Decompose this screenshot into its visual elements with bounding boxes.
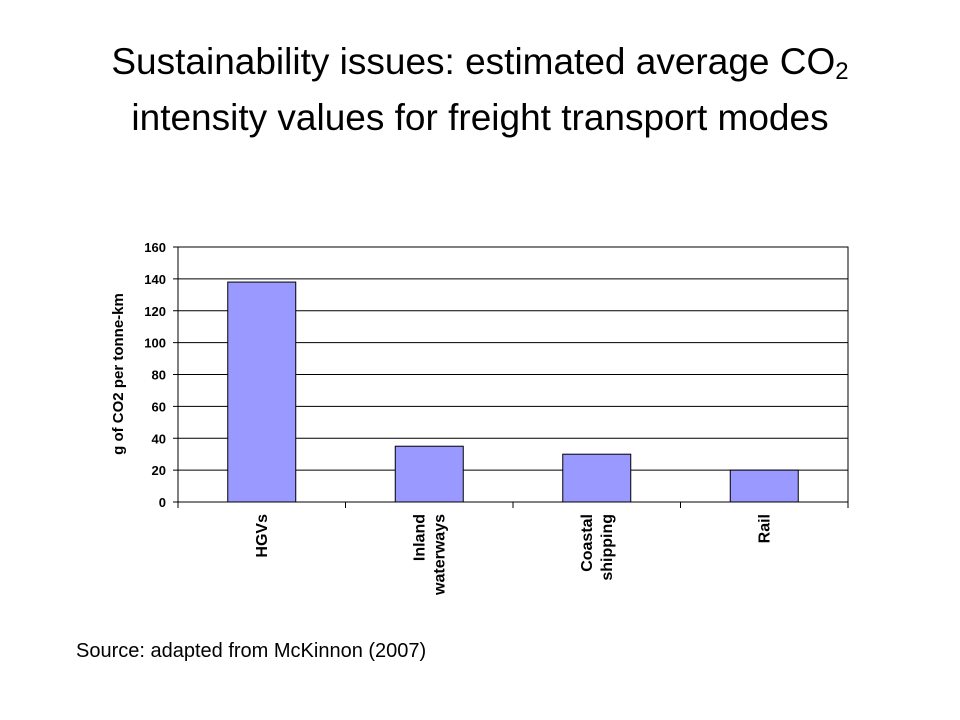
y-tick-label: 0 bbox=[159, 495, 166, 510]
y-tick-label: 40 bbox=[152, 431, 166, 446]
title-subscript: 2 bbox=[835, 58, 849, 85]
x-tick-label: HGVs bbox=[254, 514, 271, 558]
bars bbox=[227, 281, 799, 503]
y-tick-label: 120 bbox=[144, 304, 166, 319]
source-note: Source: adapted from McKinnon (2007) bbox=[76, 640, 427, 662]
bar bbox=[562, 453, 632, 503]
y-tick-label: 20 bbox=[152, 463, 166, 478]
y-tick-label: 100 bbox=[144, 336, 166, 351]
y-tick-label: 80 bbox=[152, 368, 166, 383]
x-tick-label: waterways bbox=[431, 514, 448, 596]
bar bbox=[227, 281, 297, 503]
x-axis: HGVs Inland waterways Coastal shipping Rail bbox=[177, 502, 849, 596]
y-axis-label: g of CO2 per tonne-km bbox=[110, 293, 127, 455]
x-tick-label: shipping bbox=[599, 514, 616, 581]
y-tick-label: 140 bbox=[144, 272, 166, 287]
title-line-1: Sustainability issues: estimated average… bbox=[0, 34, 960, 90]
title-line-1-text: Sustainability issues: estimated average… bbox=[111, 41, 836, 82]
x-tick-label: Rail bbox=[756, 514, 773, 543]
y-tick-label: 60 bbox=[152, 399, 166, 414]
title-line-2: intensity values for freight transport m… bbox=[131, 97, 829, 138]
bar bbox=[729, 469, 799, 503]
bar bbox=[394, 445, 464, 503]
x-tick-label: Coastal bbox=[579, 514, 596, 572]
slide-title: Sustainability issues: estimated average… bbox=[0, 34, 960, 146]
x-tick-label: Inland bbox=[411, 514, 428, 561]
y-axis: 0 20 40 60 80 100 120 140 160 bbox=[144, 240, 178, 510]
y-tick-label: 160 bbox=[144, 240, 166, 255]
